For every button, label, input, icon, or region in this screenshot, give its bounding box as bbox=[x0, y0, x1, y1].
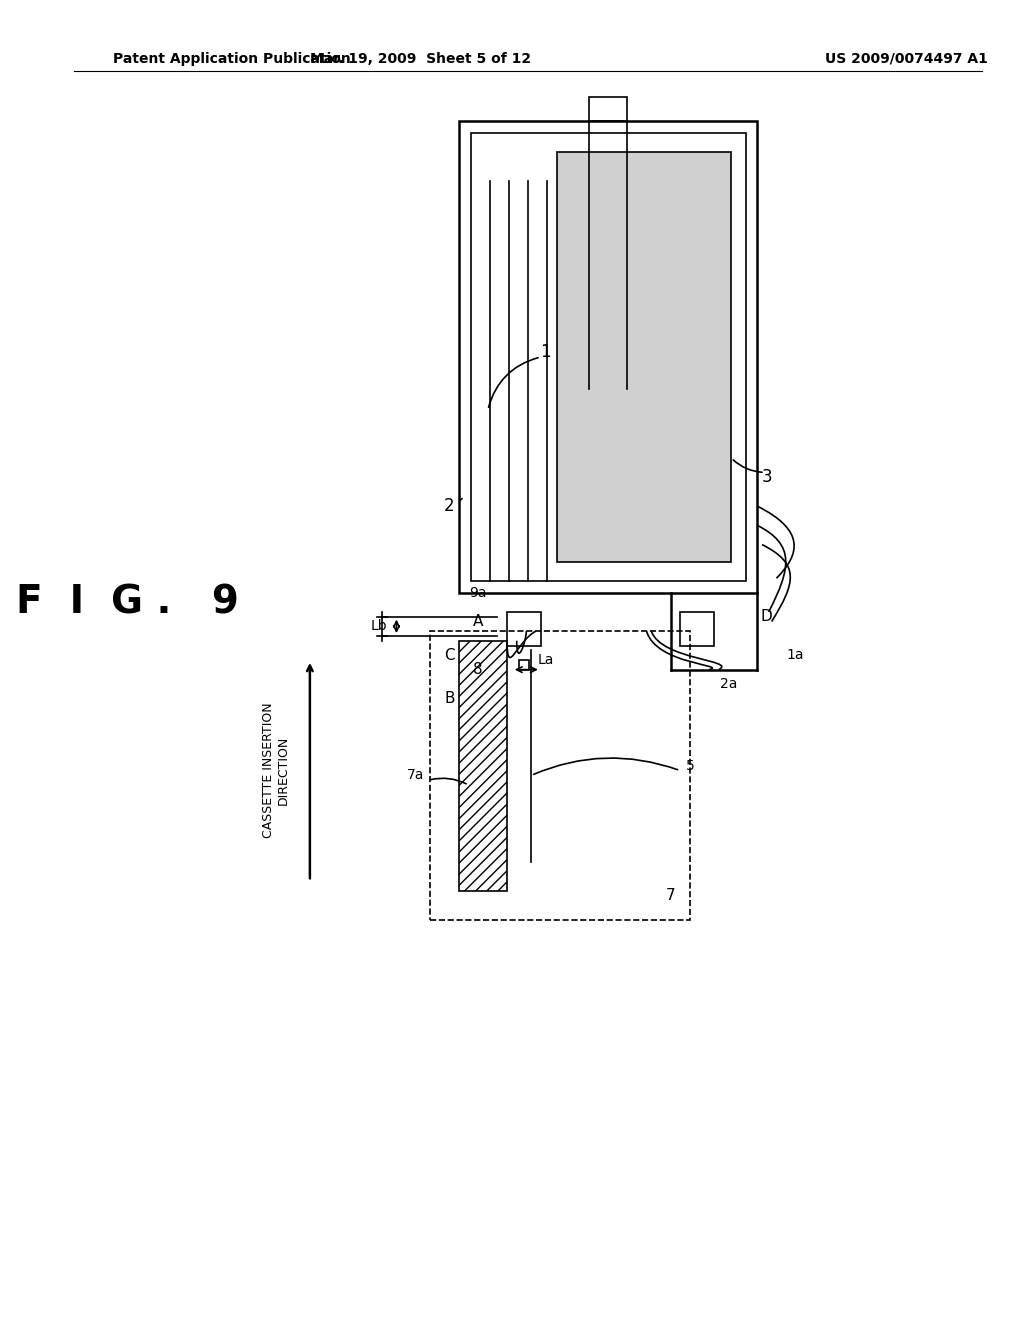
Bar bbox=[459, 640, 507, 891]
Text: 3: 3 bbox=[762, 469, 772, 486]
Bar bbox=[519, 660, 528, 669]
Text: D: D bbox=[761, 610, 773, 624]
Text: F  I  G .   9: F I G . 9 bbox=[15, 583, 239, 622]
Text: 2: 2 bbox=[444, 498, 455, 515]
Text: La: La bbox=[538, 653, 554, 667]
Text: 9a: 9a bbox=[469, 586, 487, 599]
Bar bbox=[471, 133, 745, 581]
Text: Patent Application Publication: Patent Application Publication bbox=[113, 51, 350, 66]
Text: Lb: Lb bbox=[371, 619, 387, 634]
Bar bbox=[589, 98, 628, 121]
Text: 2a: 2a bbox=[720, 677, 737, 692]
Bar bbox=[459, 121, 757, 593]
Text: B: B bbox=[444, 690, 455, 706]
Bar bbox=[430, 631, 690, 920]
Text: 8: 8 bbox=[473, 663, 483, 677]
Text: 1: 1 bbox=[541, 343, 551, 362]
Text: 5: 5 bbox=[685, 759, 694, 772]
Text: Mar. 19, 2009  Sheet 5 of 12: Mar. 19, 2009 Sheet 5 of 12 bbox=[310, 51, 531, 66]
Text: 1a: 1a bbox=[786, 648, 805, 663]
Bar bbox=[507, 612, 541, 645]
Bar bbox=[557, 152, 731, 562]
Text: 7a: 7a bbox=[407, 768, 424, 783]
Bar bbox=[680, 612, 714, 645]
Text: C: C bbox=[444, 648, 455, 663]
Text: CASSETTE INSERTION
DIRECTION: CASSETTE INSERTION DIRECTION bbox=[262, 702, 290, 838]
Text: US 2009/0074497 A1: US 2009/0074497 A1 bbox=[824, 51, 987, 66]
Text: A: A bbox=[473, 614, 483, 630]
Text: 7: 7 bbox=[666, 888, 676, 903]
